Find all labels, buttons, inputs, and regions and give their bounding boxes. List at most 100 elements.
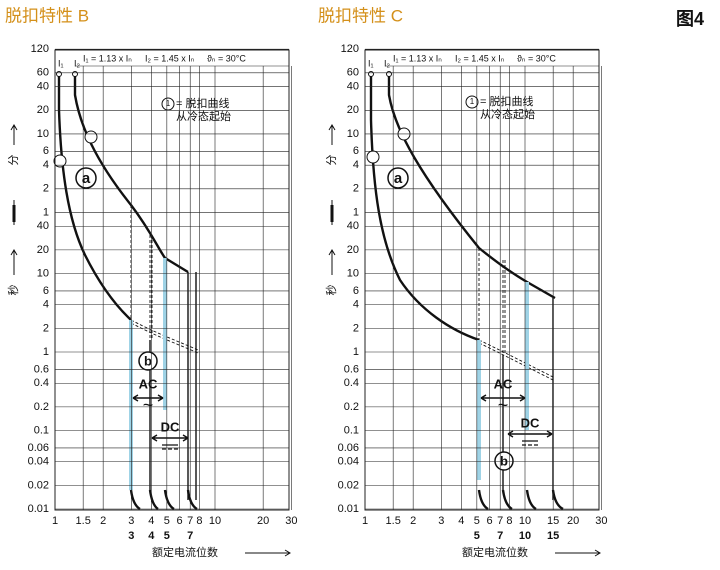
- legend-mark: 1: [166, 99, 171, 108]
- figure-label: 图4: [676, 9, 704, 29]
- ac-symbol: ~: [143, 395, 154, 415]
- header-text: I₂ = 1.45 x Iₙ: [145, 53, 195, 63]
- ac-symbol: ~: [498, 395, 509, 415]
- y-tick-label: 120: [31, 43, 49, 55]
- legend-text: = 脱扣曲线: [176, 96, 229, 110]
- header-text: I₁ = 1.13 x Iₙ: [83, 53, 132, 63]
- y-tick-label: 6: [353, 285, 359, 297]
- multiple-label: 3: [128, 530, 134, 542]
- y-tick-label: 60: [347, 67, 359, 79]
- x-axis-arrow: [245, 549, 291, 557]
- i2-label: I₂: [74, 58, 81, 68]
- curve-a: a: [394, 170, 403, 187]
- header-text: I₂ = 1.45 x Iₙ: [455, 53, 505, 63]
- multiple-label: 5: [164, 530, 170, 542]
- y-tick-label: 20: [37, 104, 49, 116]
- ac-label: AC: [494, 376, 513, 391]
- minutes-label: 分: [7, 155, 20, 166]
- x-tick-label: 2: [410, 515, 416, 527]
- y-tick-label: 0.6: [34, 363, 49, 375]
- y-tick-label: 1: [353, 346, 359, 358]
- y-tick-label: 0.4: [34, 377, 49, 389]
- panel-title: 脱扣特性 B: [5, 6, 89, 25]
- legend-text: 从冷态起始: [480, 107, 535, 121]
- y-tick-label: 0.04: [338, 456, 359, 468]
- x-tick-label: 5: [474, 515, 480, 527]
- x-tick-label: 1.5: [386, 515, 401, 527]
- x-tick-label: 30: [285, 515, 297, 527]
- y-tick-label: 40: [347, 81, 359, 93]
- x-tick-label: 3: [438, 515, 444, 527]
- x-tick-label: 2: [100, 515, 106, 527]
- y-tick-label: 2: [353, 183, 359, 195]
- y-tick-label: 0.6: [344, 363, 359, 375]
- header-text: ϑₙ = 30°C: [517, 53, 556, 63]
- y-tick-label: 0.01: [338, 503, 359, 515]
- x-tick-label: 3: [128, 515, 134, 527]
- curves-b: [53, 71, 199, 511]
- x-tick-label: 6: [486, 515, 492, 527]
- multiple-label: 5: [474, 530, 480, 542]
- y-tick-label: 4: [43, 299, 49, 311]
- y-tick-label: 1: [353, 206, 359, 218]
- x-tick-label: 4: [148, 515, 154, 527]
- y-tick-label: 20: [347, 244, 359, 256]
- x-tick-label: 7: [187, 515, 193, 527]
- multiple-label: 10: [519, 530, 531, 542]
- curve-a: a: [82, 170, 91, 187]
- multiple-label: 7: [187, 530, 193, 542]
- curve-b: b: [500, 453, 508, 468]
- dc-label: DC: [521, 415, 540, 430]
- dc-symbol: [522, 440, 538, 446]
- legend-text: 从冷态起始: [176, 109, 231, 123]
- x-tick-label: 1.5: [76, 515, 91, 527]
- y-tick-label: 4: [353, 159, 359, 171]
- x-tick-label: 8: [196, 515, 202, 527]
- y-tick-label: 4: [43, 159, 49, 171]
- unit-arrows: [10, 124, 18, 275]
- x-tick-label: 20: [567, 515, 579, 527]
- y-tick-label: 0.2: [344, 401, 359, 413]
- y-tick-label: 0.01: [28, 503, 49, 515]
- minutes-label: 分: [325, 155, 338, 166]
- header-text: ϑₙ = 30°C: [207, 53, 246, 63]
- x-tick-label: 1: [52, 515, 58, 527]
- curve-b: b: [144, 353, 152, 368]
- ac-label: AC: [139, 376, 158, 391]
- y-tick-label: 0.02: [28, 479, 49, 491]
- curves-c: [366, 71, 564, 511]
- y-tick-label: 10: [37, 267, 49, 279]
- x-tick-label: 8: [506, 515, 512, 527]
- y-tick-label: 40: [347, 220, 359, 232]
- seconds-label: 秒: [324, 285, 338, 296]
- multiple-label: 4: [148, 530, 155, 542]
- y-tick-label: 0.04: [28, 456, 49, 468]
- x-tick-label: 4: [458, 515, 464, 527]
- y-tick-label: 1: [43, 206, 49, 218]
- y-tick-label: 2: [43, 322, 49, 334]
- x-axis-arrow: [555, 549, 601, 557]
- y-tick-label: 4: [353, 299, 359, 311]
- y-tick-label: 20: [347, 104, 359, 116]
- legend-mark: 1: [470, 97, 475, 106]
- x-tick-label: 10: [209, 515, 221, 527]
- x-tick-label: 20: [257, 515, 269, 527]
- y-tick-label: 10: [347, 128, 359, 140]
- y-tick-label: 0.02: [338, 479, 359, 491]
- multiple-label: 15: [547, 530, 559, 542]
- dc-label: DC: [161, 419, 180, 434]
- y-tick-label: 6: [43, 145, 49, 157]
- y-tick-label: 0.2: [34, 401, 49, 413]
- plot-frame: [54, 49, 290, 511]
- y-tick-label: 10: [37, 128, 49, 140]
- x-tick-label: 6: [176, 515, 182, 527]
- y-tick-label: 2: [43, 183, 49, 195]
- x-axis-label: 额定电流位数: [152, 545, 218, 559]
- y-tick-label: 0.06: [338, 442, 359, 454]
- y-tick-label: 60: [37, 67, 49, 79]
- x-tick-label: 7: [497, 515, 503, 527]
- i1-label: I₁: [368, 58, 374, 68]
- y-tick-label: 0.1: [344, 424, 359, 436]
- multiple-label: 7: [497, 530, 503, 542]
